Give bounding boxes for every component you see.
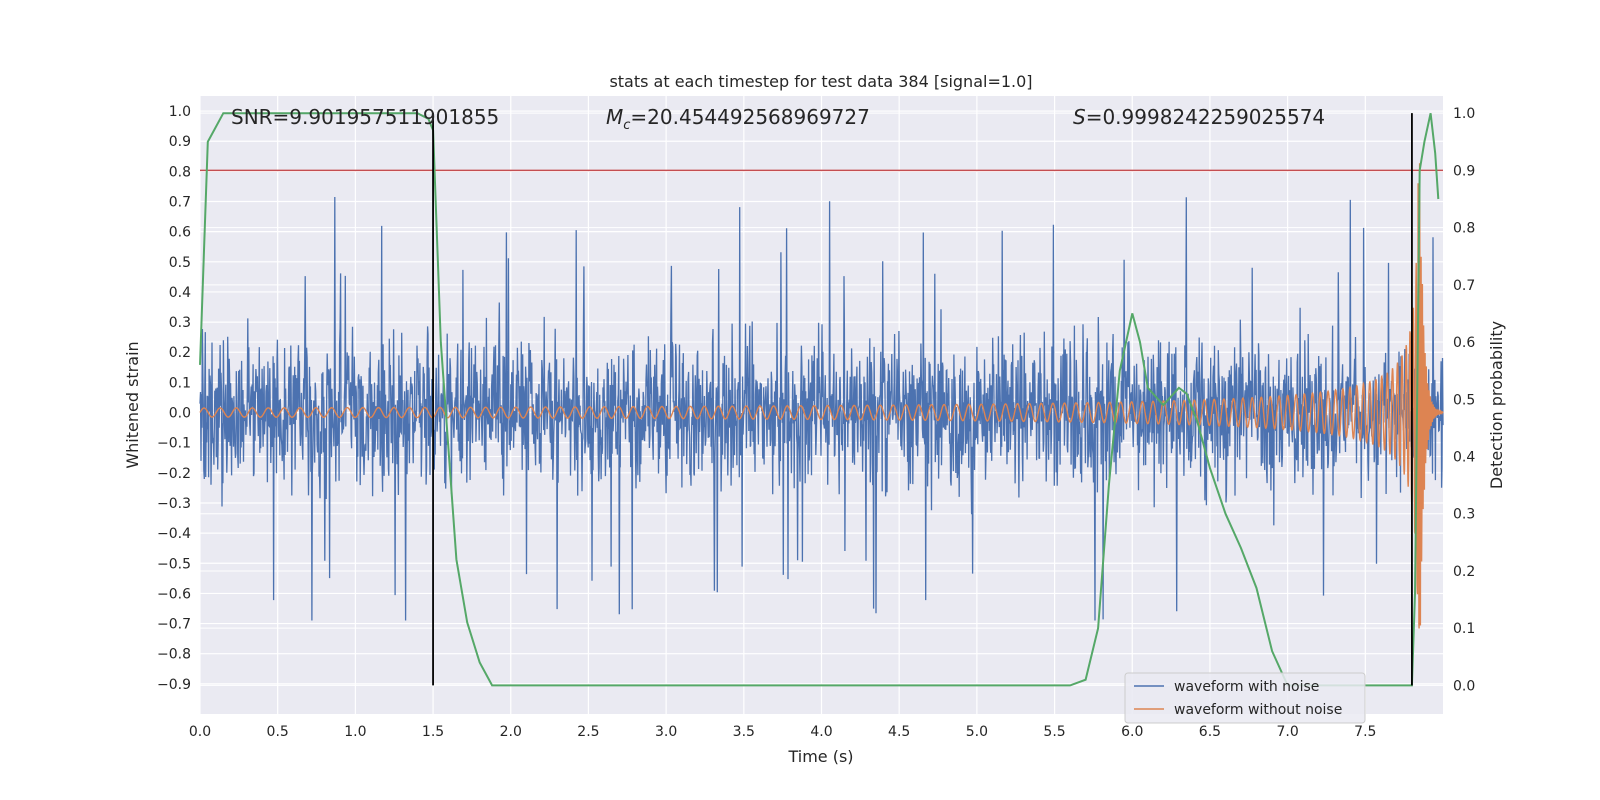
y-tick-label-2: 0.8 [169, 164, 191, 180]
y-tick-label-18: −0.8 [157, 647, 191, 663]
y-right-tick-label-2: 0.8 [1453, 221, 1475, 237]
overlays [199, 112, 1443, 687]
detection-probability-line [199, 112, 1440, 687]
y-right-tick-label-6: 0.4 [1453, 450, 1475, 466]
y-tick-label-0: 1.0 [169, 104, 191, 120]
chirp-mass-symbol: M [606, 105, 623, 129]
y-tick-label-5: 0.5 [169, 255, 191, 271]
y-tick-label-19: −0.9 [157, 677, 191, 693]
y-right-tick-label-7: 0.3 [1453, 507, 1475, 523]
y-tick-label-12: −0.2 [157, 466, 191, 482]
x-tick-label-4: 2.0 [500, 724, 522, 740]
x-axis-label: Time (s) [787, 747, 853, 766]
y-tick-label-11: −0.1 [157, 436, 191, 452]
chart-title: stats at each timestep for test data 384… [609, 72, 1032, 91]
y-tick-label-6: 0.4 [169, 285, 191, 301]
y-right-tick-label-0: 1.0 [1453, 106, 1475, 122]
chirp-mass-subscript: c [623, 118, 630, 133]
y-tick-label-16: −0.6 [157, 586, 191, 602]
x-tick-label-3: 1.5 [422, 724, 444, 740]
x-tick-label-14: 7.0 [1276, 724, 1298, 740]
y-right-tick-label-5: 0.5 [1453, 392, 1475, 408]
y-right-tick-label-4: 0.6 [1453, 335, 1475, 351]
x-tick-label-12: 6.0 [1121, 724, 1143, 740]
y-axis-right-label: Detection probability [1487, 321, 1506, 489]
y-right-tick-label-8: 0.2 [1453, 564, 1475, 580]
y-right-tick-label-1: 0.9 [1453, 163, 1475, 179]
legend-box [1124, 672, 1366, 724]
s-annotation: S=0.9998242259025574 [1073, 105, 1325, 129]
chirp-mass-annotation: Mc=20.454492568969727 [606, 105, 870, 133]
y-tick-label-3: 0.7 [169, 195, 191, 211]
x-tick-label-13: 6.5 [1199, 724, 1221, 740]
y-tick-label-15: −0.5 [157, 556, 191, 572]
series-waveform-with-noise [199, 196, 1444, 621]
x-tick-label-10: 5.0 [966, 724, 988, 740]
series-waveform-without-noise [199, 163, 1444, 629]
x-tick-label-8: 4.0 [810, 724, 832, 740]
x-tick-label-2: 1.0 [344, 724, 366, 740]
y-right-tick-label-9: 0.1 [1453, 621, 1475, 637]
y-tick-label-10: 0.0 [169, 406, 191, 422]
chirp-waveform-line [199, 163, 1444, 629]
y-tick-label-9: 0.1 [169, 375, 191, 391]
y-right-tick-label-3: 0.7 [1453, 278, 1475, 294]
x-tick-label-5: 2.5 [577, 724, 599, 740]
x-tick-label-6: 3.0 [655, 724, 677, 740]
y-tick-label-7: 0.3 [169, 315, 191, 331]
x-tick-label-11: 5.5 [1043, 724, 1065, 740]
y-axis-label: Whitened strain [123, 341, 142, 468]
y-tick-label-8: 0.2 [169, 345, 191, 361]
s-symbol: S [1073, 105, 1086, 129]
noisy-waveform-line [199, 196, 1444, 621]
legend: waveform with noise waveform without noi… [1124, 672, 1366, 724]
x-tick-label-1: 0.5 [267, 724, 289, 740]
x-tick-label-0: 0.0 [189, 724, 211, 740]
s-value: =0.9998242259025574 [1086, 105, 1325, 129]
x-tick-label-15: 7.5 [1354, 724, 1376, 740]
legend-label-no-noise: waveform without noise [1174, 702, 1342, 718]
x-tick-label-7: 3.5 [733, 724, 755, 740]
y-tick-label-14: −0.4 [157, 526, 191, 542]
y-tick-label-13: −0.3 [157, 496, 191, 512]
y-tick-label-1: 0.9 [169, 134, 191, 150]
y-tick-label-4: 0.6 [169, 225, 191, 241]
chirp-mass-value: =20.454492568969727 [630, 105, 869, 129]
y-tick-label-17: −0.7 [157, 617, 191, 633]
ticks: 0.0 0.5 1.0 1.5 2.0 2.5 3.0 3.5 4.0 4.5 5.0 5.5 6.0 6… [157, 104, 1475, 740]
snr-annotation: SNR=9.901957511901855 [231, 105, 499, 129]
legend-label-noise: waveform with noise [1174, 679, 1319, 695]
x-tick-label-9: 4.5 [888, 724, 910, 740]
y-right-tick-label-10: 0.0 [1453, 678, 1475, 694]
